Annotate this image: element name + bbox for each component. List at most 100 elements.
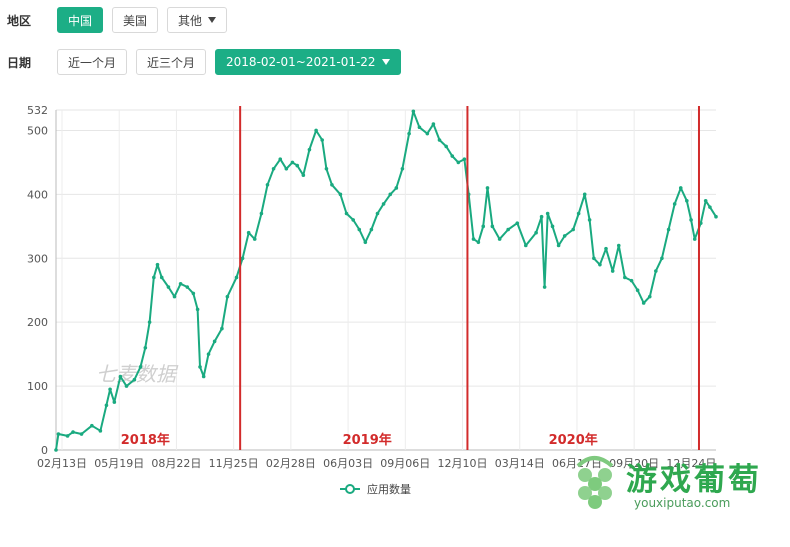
legend-marker-icon [345,484,355,494]
data-point [155,262,160,267]
x-tick-label: 03月14日 [495,457,545,470]
data-point [672,202,677,206]
data-point [172,294,177,299]
data-point [56,432,61,436]
y-tick-label: 300 [27,252,48,265]
data-point [369,227,374,232]
region-more-dropdown[interactable]: 其他 [167,7,228,33]
data-point [240,256,245,261]
axes: 0 100 200 300 400 500 532 02月13日 05月19日 08月22日 11月… [27,104,716,470]
data-point [201,374,206,379]
y-tick-label: 400 [27,188,48,201]
data-point [330,182,334,187]
data-point [295,163,300,168]
legend[interactable]: 应用数量 [340,482,411,496]
date-option-last-month[interactable]: 近一个月 [57,49,128,75]
data-point [678,186,683,190]
data-point [394,186,399,190]
year-markers: 2018年 2019年 2020年 [121,106,700,450]
data-point [198,365,202,369]
data-point [539,214,544,219]
y-tick-label: 532 [27,104,48,117]
region-option-usa[interactable]: 美国 [112,7,159,33]
legend-entry[interactable]: 应用数量 [367,482,411,496]
caret-down-icon [208,17,217,23]
data-point [104,403,109,408]
data-point [444,144,448,149]
logo-text: 游戏葡萄 [626,462,762,498]
date-filter: 日期 近一个月 近三个月 2018-02-01~2021-01-22 [0,49,410,75]
grape-logo-icon [576,456,614,509]
x-tick-label: 02月28日 [266,457,316,470]
year-label: 2019年 [343,432,392,448]
data-point [582,192,587,197]
x-tick-label: 11月25日 [209,457,259,470]
data-point [592,256,596,261]
date-range-dropdown[interactable]: 2018-02-01~2021-01-22 [215,49,401,75]
data-point [195,307,200,312]
data-point [147,320,152,324]
data-point [124,384,129,388]
data-point [476,240,481,245]
data-point [485,186,490,190]
year-label: 2020年 [549,432,598,448]
data-point [271,166,276,171]
data-point [523,243,528,248]
region-filter: 地区 中国 美国 其他 [0,7,236,33]
data-point [703,198,708,203]
data-point [515,221,520,225]
data-point [598,262,602,267]
year-label: 2018年 [121,432,170,448]
data-point [714,214,718,219]
data-point [610,269,615,273]
data-point [284,166,289,171]
data-point [471,237,476,241]
data-point [462,157,467,162]
data-point [225,294,230,299]
data-point [259,211,264,216]
region-option-china[interactable]: 中国 [57,7,104,33]
data-point [417,125,422,130]
data-point [571,227,575,232]
data-point [497,237,502,241]
data-point [450,154,455,158]
data-point [338,192,343,197]
data-point [344,211,349,216]
data-point [191,291,196,296]
data-point [220,326,224,331]
data-point [132,377,137,382]
x-tick-label: 02月13日 [37,457,87,470]
data-point [314,128,318,133]
data-point [206,352,211,356]
data-point [246,230,251,235]
region-label: 地区 [7,13,32,28]
data-point [363,240,368,245]
x-tick-label: 05月19日 [94,457,144,470]
region-more-label: 其他 [178,13,203,28]
data-point [152,275,156,280]
data-point [587,218,592,222]
series-layer [54,109,718,452]
x-tick-label: 06月03日 [323,457,373,470]
data-point [506,227,510,232]
data-point [437,138,442,142]
app-count-line-chart: 0 100 200 300 400 500 532 02月13日 05月19日 08月22日 11月… [27,104,718,496]
x-tick-label: 12月24日 [666,457,716,470]
y-tick-label: 200 [27,316,48,329]
date-option-last-three-months[interactable]: 近三个月 [136,49,207,75]
date-label: 日期 [7,55,32,70]
data-point [623,275,627,280]
data-point [388,192,393,197]
data-point [534,230,538,235]
data-point [375,211,380,216]
caret-down-icon [381,59,390,65]
data-point [381,202,386,206]
x-tick-label: 08月22日 [151,457,201,470]
logo-url: youxiputao.com [634,496,731,510]
data-point [118,374,123,379]
data-point [65,434,70,438]
x-tick-label: 09月20日 [609,457,659,470]
data-point [431,122,436,126]
data-point [143,345,148,350]
y-tick-label: 500 [27,124,48,137]
